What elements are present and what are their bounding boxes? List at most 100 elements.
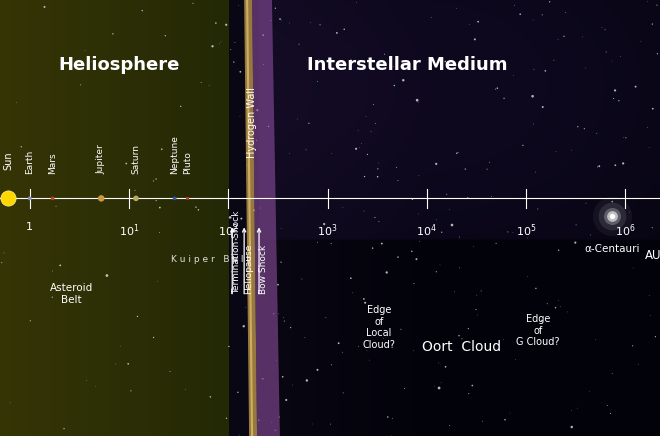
Point [607, 212, 618, 219]
Point [607, 198, 618, 205]
Point [399, 385, 410, 392]
Point [372, 173, 383, 180]
Point [647, 105, 658, 112]
Point [440, 58, 451, 65]
Point [607, 212, 618, 219]
Point [374, 160, 384, 167]
Point [414, 238, 425, 245]
Point [411, 255, 422, 262]
Point [356, 140, 367, 147]
Point [150, 176, 161, 183]
Point [148, 334, 159, 341]
Point [0, 259, 7, 266]
Point [652, 50, 660, 57]
Point [279, 314, 289, 321]
Point [381, 269, 392, 276]
Text: Earth: Earth [25, 150, 34, 174]
Text: AU: AU [645, 249, 660, 262]
Point [592, 164, 603, 170]
Point [550, 304, 561, 311]
Point [276, 17, 286, 24]
Point [123, 360, 133, 367]
Point [597, 24, 607, 31]
Text: $10^{1}$: $10^{1}$ [119, 222, 139, 239]
Point [211, 20, 221, 27]
Point [491, 240, 502, 247]
Point [121, 160, 131, 167]
Point [59, 425, 69, 432]
Point [379, 327, 389, 334]
Text: $10^{4}$: $10^{4}$ [416, 222, 437, 239]
Point [393, 177, 403, 184]
Point [353, 127, 364, 134]
Point [607, 212, 618, 219]
Point [454, 264, 465, 271]
Point [553, 297, 564, 304]
Point [281, 396, 292, 403]
Point [370, 214, 380, 221]
Point [570, 239, 581, 246]
Point [131, 195, 141, 202]
Point [484, 159, 495, 166]
Point [590, 336, 601, 343]
Point [367, 309, 378, 316]
Point [307, 420, 317, 427]
Point [269, 310, 279, 317]
Point [368, 245, 378, 252]
Point [431, 160, 442, 167]
Point [444, 422, 455, 429]
Point [125, 387, 136, 394]
Point [451, 5, 462, 12]
Text: α-Centauri: α-Centauri [585, 244, 640, 254]
Point [531, 285, 541, 292]
Point [24, 195, 35, 202]
Point [274, 310, 284, 317]
Point [531, 169, 541, 176]
Point [460, 166, 471, 173]
Point [453, 149, 463, 156]
Point [325, 421, 336, 428]
Point [522, 235, 533, 242]
Point [216, 38, 226, 45]
Point [558, 33, 569, 40]
Point [207, 43, 218, 50]
Point [537, 103, 548, 110]
Point [154, 229, 165, 236]
Point [607, 370, 618, 377]
Point [379, 51, 390, 58]
Point [528, 17, 539, 24]
Point [624, 208, 635, 215]
Point [346, 56, 356, 63]
Point [647, 20, 657, 27]
Point [214, 41, 225, 48]
Point [90, 383, 101, 390]
Point [581, 65, 591, 72]
Point [510, 2, 520, 9]
Point [359, 208, 370, 215]
Point [331, 29, 342, 36]
Point [434, 385, 444, 392]
Point [366, 128, 376, 135]
Point [642, 0, 653, 5]
Point [170, 195, 180, 202]
Point [463, 325, 474, 332]
Point [353, 343, 364, 350]
Point [47, 268, 57, 275]
Point [270, 427, 280, 434]
Point [235, 113, 246, 120]
Point [391, 164, 402, 171]
Point [339, 26, 350, 33]
Point [412, 97, 422, 104]
Point [362, 347, 372, 354]
Polygon shape [252, 0, 280, 436]
Point [644, 292, 655, 299]
Point [253, 417, 264, 424]
Point [234, 432, 244, 436]
Point [285, 324, 296, 331]
Point [333, 340, 344, 347]
Point [610, 162, 620, 169]
Point [257, 375, 268, 382]
Point [279, 317, 290, 324]
Point [230, 236, 241, 243]
Point [555, 303, 566, 310]
